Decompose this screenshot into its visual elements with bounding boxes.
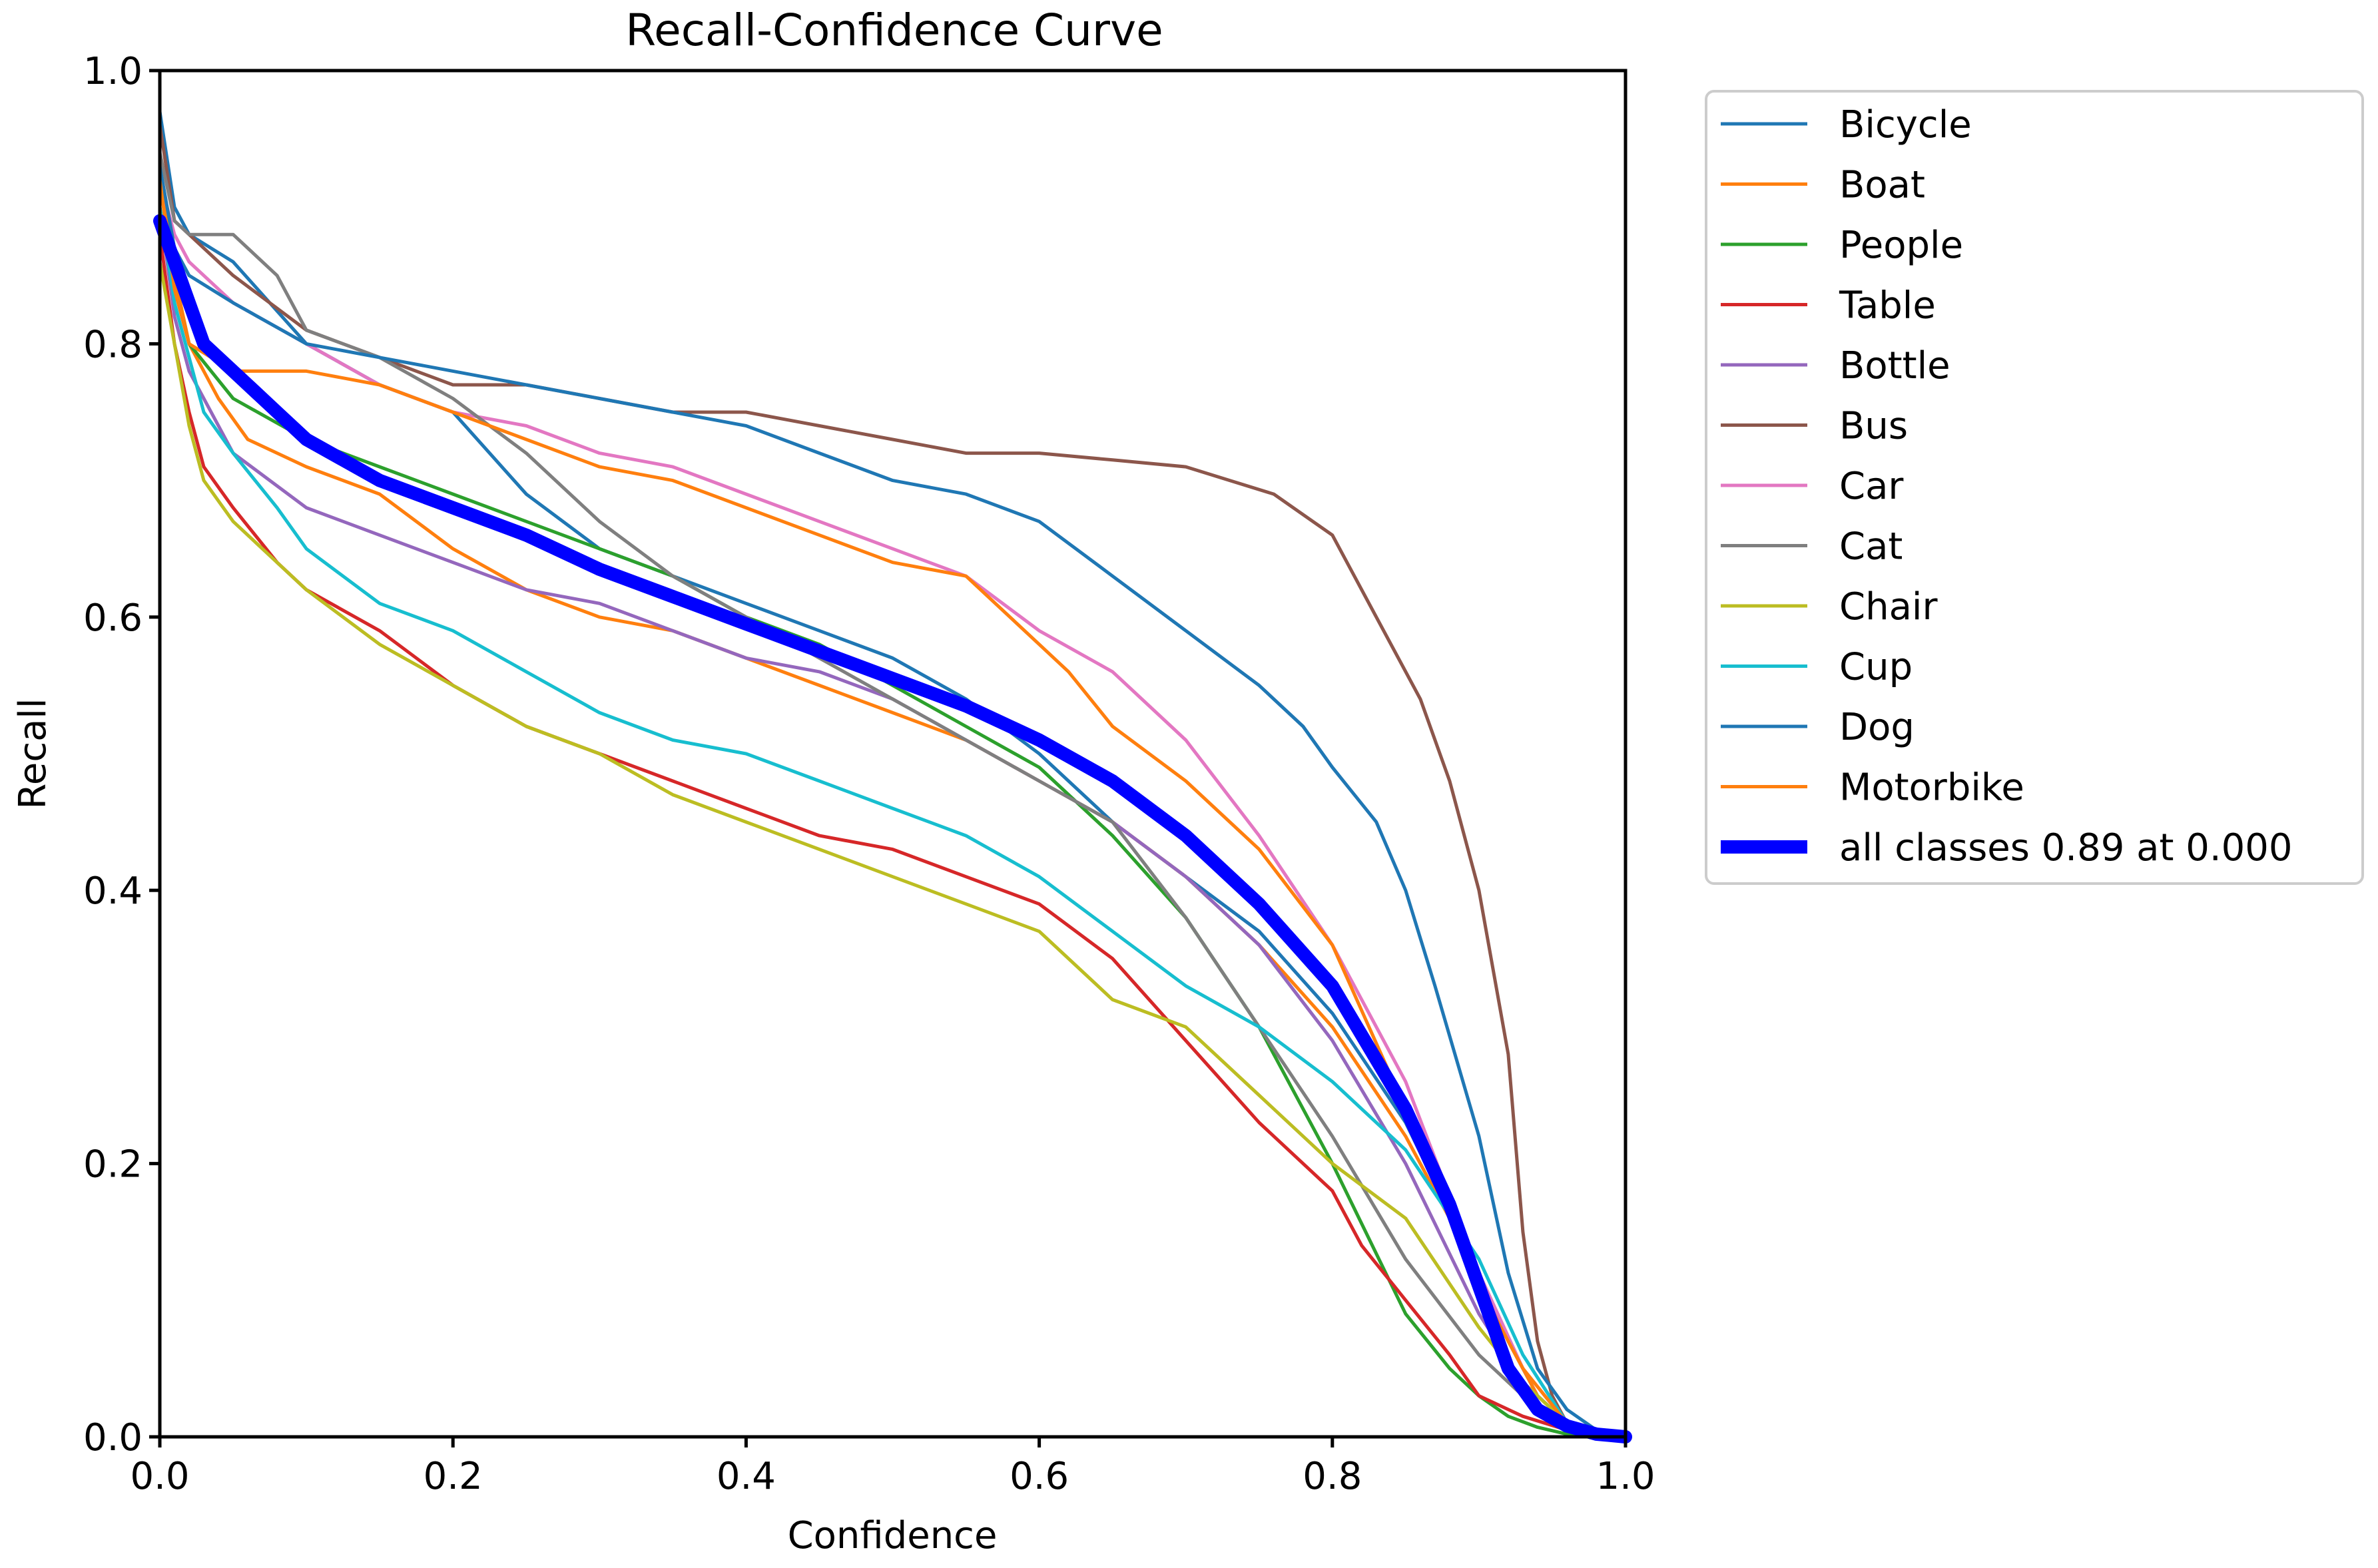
y-axis-ticks: 0.0 0.2 0.4 0.6 0.8 1.0 — [83, 50, 160, 1459]
legend: Bicycle Boat People Table Bottle Bus Car Cat Cha… — [1705, 90, 2364, 885]
legend-label-car: Car — [1839, 465, 1904, 508]
x-tick-label: 0.8 — [1303, 1455, 1362, 1498]
legend-label-cup: Cup — [1839, 646, 1913, 689]
series-line-chair — [158, 260, 1628, 1439]
legend-label-chair: Chair — [1839, 585, 1938, 629]
chart-title: Recall-Confidence Curve — [625, 5, 1163, 56]
series-line-table — [158, 232, 1628, 1439]
legend-label-bicycle: Bicycle — [1839, 103, 1972, 146]
legend-label-cat: Cat — [1839, 525, 1903, 569]
plot-frame — [158, 69, 1628, 1439]
series-line-dog — [158, 164, 1628, 1439]
series-line-all-classes-0-89-at-0-000 — [153, 214, 1632, 1443]
x-axis-label: Confidence — [788, 1514, 998, 1557]
x-tick-label: 0.4 — [717, 1455, 776, 1498]
x-tick-label: 0.2 — [424, 1455, 483, 1498]
y-axis-label: Recall — [11, 698, 55, 809]
legend-label-motorbike: Motorbike — [1839, 766, 2024, 810]
series-line-bottle — [158, 205, 1628, 1439]
x-axis-ticks: 0.0 0.2 0.4 0.6 0.8 1.0 — [130, 1437, 1655, 1498]
y-tick-label: 0.0 — [83, 1416, 143, 1459]
legend-label-table: Table — [1839, 284, 1936, 328]
legend-box — [1705, 90, 2364, 885]
y-tick-label: 0.8 — [83, 323, 143, 366]
legend-label-boat: Boat — [1839, 164, 1925, 207]
legend-label-people: People — [1839, 224, 1963, 267]
x-tick-label: 0.0 — [130, 1455, 189, 1498]
y-tick-label: 0.2 — [83, 1143, 143, 1186]
legend-items: Bicycle Boat People Table Bottle Bus Car Cat Cha… — [1721, 103, 2293, 870]
x-tick-label: 1.0 — [1596, 1455, 1655, 1498]
y-tick-label: 0.6 — [83, 597, 143, 640]
legend-label-all-classes-0-89-at-0-000: all classes 0.89 at 0.000 — [1839, 826, 2293, 870]
legend-label-bottle: Bottle — [1839, 344, 1950, 388]
series-line-cup — [158, 205, 1628, 1439]
legend-label-bus: Bus — [1839, 405, 1908, 448]
x-tick-label: 0.6 — [1010, 1455, 1069, 1498]
series-layer — [153, 110, 1632, 1443]
y-tick-label: 1.0 — [83, 50, 143, 93]
y-tick-label: 0.4 — [83, 870, 143, 913]
legend-label-dog: Dog — [1839, 706, 1915, 749]
